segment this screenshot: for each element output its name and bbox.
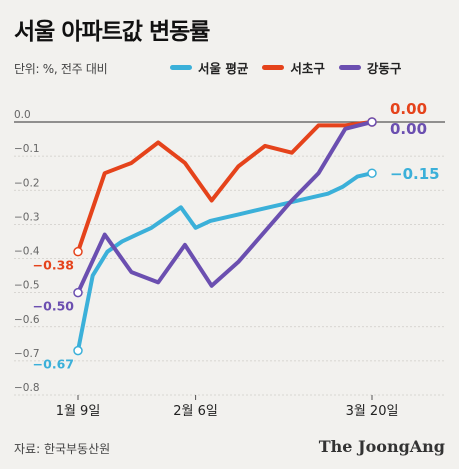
- legend-item-seoul: 서울 평균: [170, 58, 248, 77]
- brand-logo: The JoongAng: [318, 437, 445, 456]
- legend-label-gangdong: 강동구: [366, 61, 402, 76]
- legend-swatch-seocho: [262, 65, 285, 70]
- y-tick-label: −0.4: [14, 246, 40, 258]
- y-tick-label: −0.2: [14, 177, 40, 189]
- x-tick-label: 2월 6일: [173, 404, 218, 419]
- legend-label-seoul: 서울 평균: [198, 61, 249, 76]
- line-chart: 0.0 −0.1 −0.2 −0.3 −0.4 −0.5 −0.6 −0.7 −0.8 1월 9일…: [14, 100, 445, 419]
- y-tick-label: −0.3: [14, 211, 40, 223]
- end-value-label: 0.00: [390, 100, 427, 118]
- chart-title: 서울 아파트값 변동률: [14, 19, 210, 45]
- legend-swatch-seoul: [170, 65, 192, 70]
- legend-swatch-gangdong: [338, 65, 361, 70]
- y-tick-label: −0.5: [14, 280, 40, 292]
- start-value-label: −0.67: [33, 357, 74, 372]
- chart-subtitle: 단위: %, 전주 대비: [14, 62, 108, 76]
- x-tick-label: 3월 20일: [346, 404, 399, 419]
- y-tick-label: 0.0: [14, 109, 31, 121]
- series-marker: [367, 117, 377, 127]
- series-line: [76, 120, 374, 254]
- legend-label-seocho: 서초구: [290, 61, 325, 76]
- end-value-label: −0.15: [390, 165, 440, 183]
- legend-item-gangdong: 강동구: [338, 58, 402, 77]
- x-tick-label: 1월 9일: [56, 404, 101, 419]
- series-marker: [73, 246, 83, 257]
- start-value-label: −0.38: [33, 258, 74, 273]
- series-marker: [73, 287, 83, 298]
- source-note: 자료: 한국부동산원: [14, 442, 111, 456]
- legend: 서울 평균 서초구 강동구: [170, 58, 401, 77]
- y-tick-label: −0.6: [14, 314, 40, 326]
- y-tick-label: −0.8: [14, 382, 40, 394]
- y-tick-label: −0.7: [14, 348, 40, 360]
- y-tick-label: −0.1: [14, 143, 40, 155]
- series-line: [76, 171, 374, 353]
- series-line: [76, 120, 374, 295]
- series-marker: [367, 168, 377, 178]
- legend-item-seocho: 서초구: [262, 58, 325, 77]
- end-value-label: 0.00: [390, 120, 427, 138]
- start-value-label: −0.50: [33, 299, 75, 314]
- series-marker: [73, 345, 83, 356]
